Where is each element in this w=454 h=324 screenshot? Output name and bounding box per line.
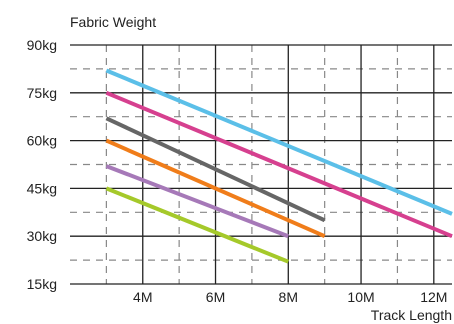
y-tick-label: 90kg — [27, 37, 57, 53]
series-line-5 — [105, 164, 290, 239]
series-group — [105, 68, 453, 264]
series-line-4 — [105, 138, 326, 239]
series-line-6 — [105, 186, 290, 264]
x-tick-label: 6M — [206, 289, 225, 305]
y-tick-label: 60kg — [27, 133, 57, 149]
series-line-1 — [105, 68, 453, 216]
y-tick-label: 75kg — [27, 85, 57, 101]
y-tick-label: 30kg — [27, 228, 57, 244]
series-line-2 — [105, 90, 453, 239]
x-tick-label: 10M — [347, 289, 374, 305]
x-axis-label: Track Length — [371, 307, 452, 323]
series-line-3 — [105, 116, 326, 223]
chart-title: Fabric Weight — [70, 14, 156, 30]
x-tick-label: 12M — [420, 289, 447, 305]
y-tick-label: 15kg — [27, 276, 57, 292]
y-tick-label: 45kg — [27, 180, 57, 196]
x-tick-label: 4M — [133, 289, 152, 305]
x-tick-label: 8M — [279, 289, 298, 305]
